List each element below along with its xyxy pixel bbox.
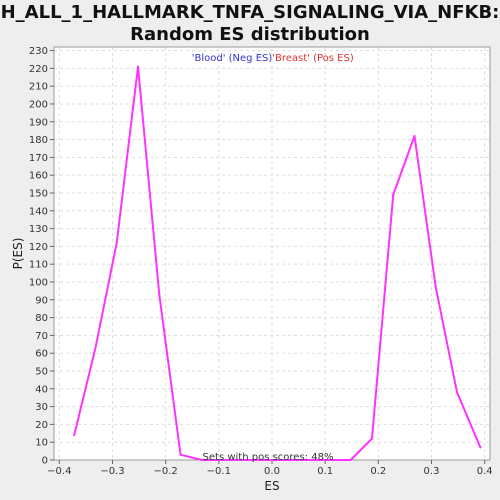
y-tick-label: 40 [35, 384, 48, 395]
data-point [243, 459, 246, 461]
data-point [349, 459, 352, 461]
x-tick-label: −0.2 [154, 466, 178, 477]
data-point [137, 65, 140, 68]
y-tick-label: 220 [29, 64, 48, 75]
data-point [179, 453, 182, 456]
x-tick-label: 0.3 [424, 466, 440, 477]
x-tick-label: 0.2 [370, 466, 386, 477]
y-tick-label: 30 [35, 402, 48, 413]
legend-entry-pos: 'Breast' (Pos ES) [272, 53, 354, 64]
y-tick-label: 210 [29, 82, 48, 93]
chart-subtitle: Random ES distribution [130, 24, 370, 45]
y-tick-label: 50 [35, 366, 48, 377]
x-tick-label: −0.1 [207, 466, 231, 477]
y-axis-label: P(ES) [11, 238, 25, 270]
x-tick-label: 0.4 [477, 466, 493, 477]
data-point [200, 459, 203, 461]
data-point [479, 446, 482, 449]
y-tick-label: 90 [35, 295, 48, 306]
series-line [73, 65, 482, 461]
data-point [307, 459, 310, 461]
y-tick-label: 100 [29, 277, 48, 288]
x-axis-label: ES [264, 479, 279, 493]
y-tick-label: 10 [35, 438, 48, 449]
y-tick-label: 20 [35, 420, 48, 431]
y-tick-label: 230 [29, 46, 48, 57]
y-tick-label: 170 [29, 153, 48, 164]
y-tick-label: 150 [29, 188, 48, 199]
data-point [115, 241, 118, 244]
data-point [392, 193, 395, 196]
data-point [73, 434, 76, 437]
data-point [285, 459, 288, 461]
data-point [456, 391, 459, 394]
y-tick-label: 140 [29, 206, 48, 217]
x-tick-label: 0.1 [317, 466, 333, 477]
data-point [328, 459, 331, 461]
data-point [413, 135, 416, 138]
chart-title: H_ALL_1_HALLMARK_TNFA_SIGNALING_VIA_NFKB… [0, 2, 500, 23]
y-tick-label: 60 [35, 349, 48, 360]
x-tick-label: −0.3 [100, 466, 124, 477]
y-tick-label: 160 [29, 171, 48, 182]
y-tick-label: 110 [29, 260, 48, 271]
y-tick-label: 130 [29, 224, 48, 235]
x-tick-label: 0.0 [264, 466, 280, 477]
y-tick-label: 180 [29, 135, 48, 146]
data-point [434, 286, 437, 289]
data-point [264, 459, 267, 461]
y-tick-label: 70 [35, 331, 48, 342]
y-tick-label: 0 [42, 456, 48, 467]
x-tick-label: −0.4 [47, 466, 71, 477]
y-tick-label: 190 [29, 117, 48, 128]
pos-scores-annotation: Sets with pos scores: 48% [203, 452, 334, 463]
data-point [94, 346, 97, 349]
data-point [222, 459, 225, 461]
y-tick-label: 80 [35, 313, 48, 324]
data-point [158, 293, 161, 296]
y-tick-label: 120 [29, 242, 48, 253]
legend-entry-neg: 'Blood' (Neg ES) [192, 53, 273, 64]
y-tick-label: 200 [29, 99, 48, 110]
data-point [370, 437, 373, 440]
